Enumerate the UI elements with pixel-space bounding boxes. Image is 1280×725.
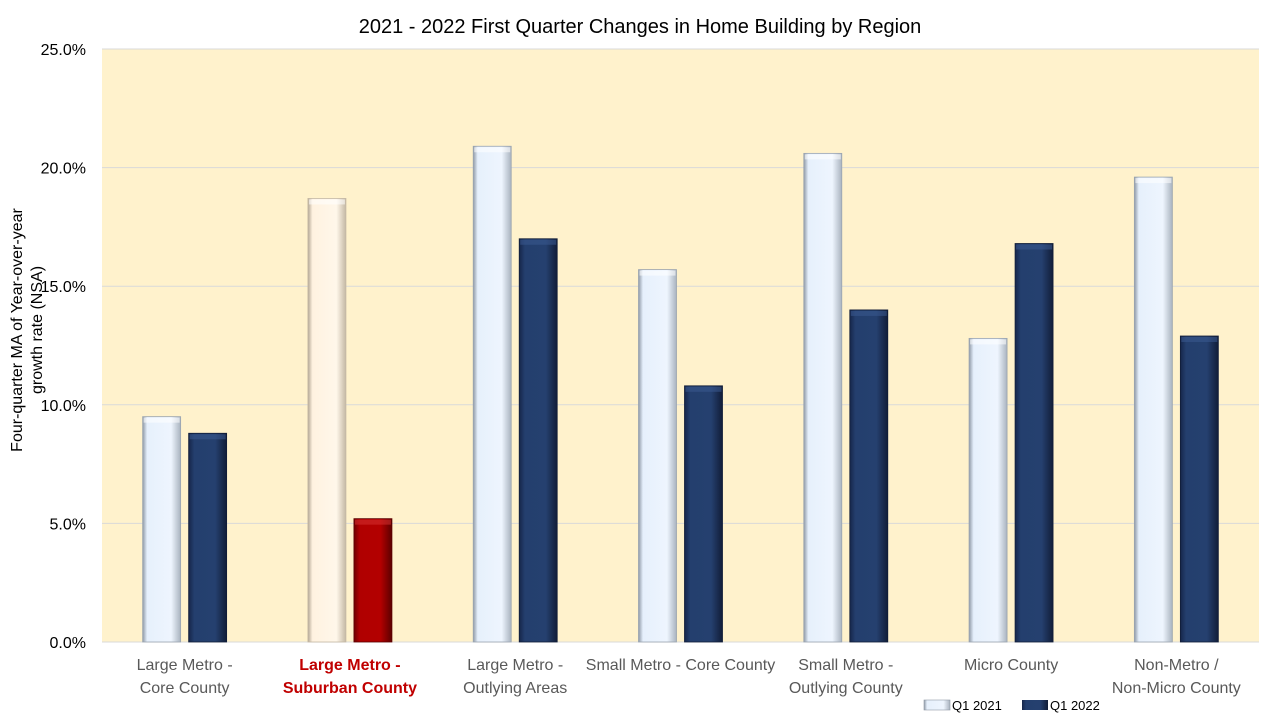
bar-cap bbox=[850, 310, 887, 316]
bar-q1-2022 bbox=[1179, 335, 1219, 643]
x-tick-label: Outlying Areas bbox=[463, 680, 567, 697]
bar-cap bbox=[804, 154, 841, 160]
legend-label-q1-2021: Q1 2021 bbox=[952, 698, 1002, 713]
x-tick-label: Micro County bbox=[964, 657, 1058, 674]
bar-q1-2022 bbox=[849, 309, 889, 643]
bar-cap bbox=[354, 519, 391, 525]
bar-q1-2022 bbox=[518, 238, 558, 643]
legend-swatch-q1-2021 bbox=[923, 699, 951, 711]
bar-cap bbox=[685, 386, 722, 392]
bar-q1-2021 bbox=[803, 152, 843, 643]
bar-cap bbox=[639, 270, 676, 276]
legend-swatch-q1-2022 bbox=[1022, 700, 1048, 710]
x-tick-label: Outlying County bbox=[789, 680, 903, 697]
y-tick-label: 20.0% bbox=[41, 161, 86, 178]
legend: Q1 2021 Q1 2022 bbox=[923, 698, 1100, 713]
bar-cap bbox=[474, 147, 511, 153]
bar-cap bbox=[970, 339, 1007, 345]
gridlines bbox=[102, 48, 1259, 643]
bar-q1-2022 bbox=[684, 385, 723, 643]
y-tick-label: 5.0% bbox=[50, 516, 86, 533]
bar-q1-2021 bbox=[472, 145, 512, 643]
bar-q1-2021 bbox=[638, 269, 677, 643]
bar-cap bbox=[308, 199, 345, 205]
x-tick-label: Non-Micro County bbox=[1112, 680, 1241, 697]
bar-q1-2021 bbox=[968, 337, 1008, 643]
bar-q1-2021 bbox=[307, 198, 347, 643]
y-tick-label: 15.0% bbox=[41, 279, 86, 296]
y-tick-label: 10.0% bbox=[41, 398, 86, 415]
bar-q1-2022 bbox=[1014, 243, 1054, 643]
bar-cap bbox=[1181, 337, 1218, 343]
x-tick-label: Large Metro - bbox=[299, 657, 400, 674]
y-axis-label: Four-quarter MA of Year-over-year growth … bbox=[9, 208, 46, 452]
y-axis-ticks: 0.0% 5.0% 10.0% 15.0% 20.0% 25.0% bbox=[41, 42, 86, 652]
bar-cap bbox=[520, 239, 557, 245]
bar-cap bbox=[143, 417, 180, 423]
plot-area bbox=[102, 49, 1259, 642]
chart-title: 2021 - 2022 First Quarter Changes in Hom… bbox=[359, 16, 922, 38]
bar-cap bbox=[1135, 178, 1172, 184]
x-tick-label: Small Metro - Core County bbox=[586, 657, 775, 674]
x-tick-label: Large Metro - bbox=[137, 657, 233, 674]
bar-cap bbox=[189, 434, 226, 440]
x-axis-labels: Large Metro - Core County Large Metro - Sub… bbox=[137, 657, 1241, 697]
bar-q1-2022 bbox=[188, 432, 228, 643]
x-tick-label: Large Metro - bbox=[467, 657, 563, 674]
bar-q1-2021 bbox=[142, 416, 182, 643]
y-tick-label: 25.0% bbox=[41, 42, 86, 59]
x-tick-label: Non-Metro / bbox=[1134, 657, 1219, 674]
y-tick-label: 0.0% bbox=[50, 635, 86, 652]
x-tick-label: Suburban County bbox=[283, 680, 417, 697]
legend-label-q1-2022: Q1 2022 bbox=[1050, 698, 1100, 713]
x-tick-label: Core County bbox=[140, 680, 230, 697]
x-tick-label: Small Metro - bbox=[798, 657, 893, 674]
bars bbox=[142, 145, 1219, 643]
bar-cap bbox=[1016, 244, 1053, 250]
bar-q1-2022 bbox=[353, 518, 393, 643]
bar-q1-2021 bbox=[1133, 176, 1173, 643]
